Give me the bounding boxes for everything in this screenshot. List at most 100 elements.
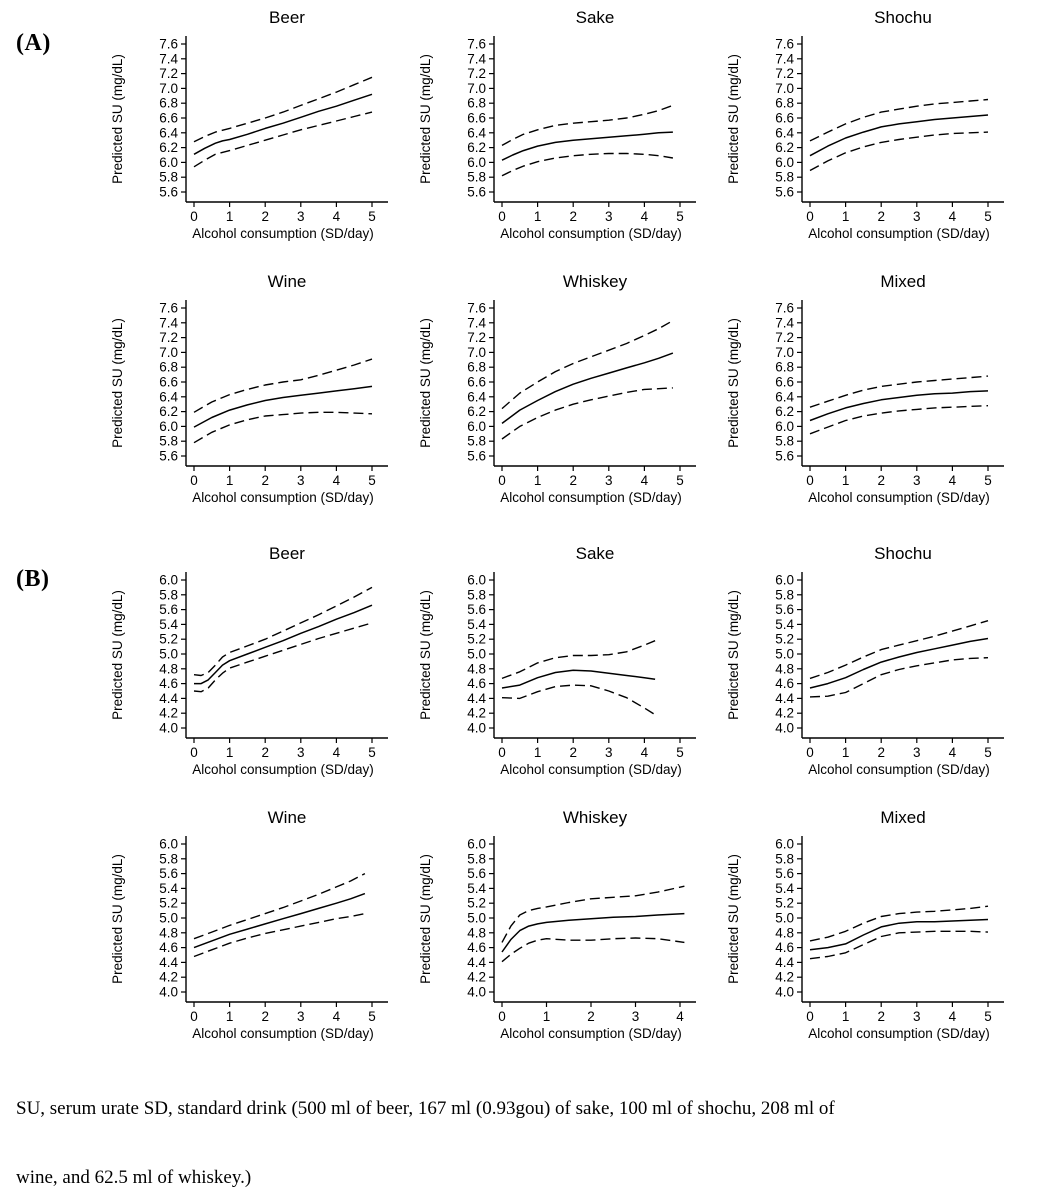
subplot-B-beer: Beer 4.0 4.2 4.4 4.6 4.8 5.0 5.2 5.4 5.6 5.8 6.0 0 1 2… bbox=[106, 542, 406, 794]
x-tick-label: 1 bbox=[534, 745, 542, 760]
x-tick-label: 4 bbox=[333, 1009, 341, 1024]
x-tick-label: 3 bbox=[913, 1009, 921, 1024]
y-tick-label: 5.8 bbox=[775, 587, 794, 602]
y-tick-label: 4.2 bbox=[159, 706, 178, 721]
chart-title: Shochu bbox=[874, 8, 932, 27]
x-tick-label: 3 bbox=[297, 209, 305, 224]
chart-A-shochu: Shochu 5.65.86.06.26.46.66.87.07.27.47.6 0… bbox=[726, 8, 1004, 241]
upper-ci-line bbox=[809, 98, 989, 142]
x-tick-label: 3 bbox=[605, 473, 613, 488]
x-tick-label: 5 bbox=[368, 473, 376, 488]
subplot-A-wine: Wine 5.6 5.8 6.0 6.2 6.4 6.6 6.8 7.0 7.2 7.4 7.6 0 1 2… bbox=[106, 270, 406, 522]
caption-line-1: SU, serum urate SD, standard drink (500 … bbox=[16, 1098, 835, 1119]
lower-ci-line bbox=[193, 912, 366, 958]
y-tick-label: 5.4 bbox=[775, 881, 794, 896]
x-tick-label: 0 bbox=[806, 209, 814, 224]
x-axis-label: Alcohol consumption (SD/day) bbox=[192, 1026, 374, 1041]
upper-ci-line bbox=[809, 375, 989, 408]
x-tick-label: 5 bbox=[676, 473, 684, 488]
y-tick-label: 4.0 bbox=[775, 985, 794, 1000]
x-tick-label: 0 bbox=[498, 473, 506, 488]
x-tick-label: 5 bbox=[676, 209, 684, 224]
x-axis-label: Alcohol consumption (SD/day) bbox=[500, 226, 682, 241]
subplot-A-sake: Sake 5.6 5.8 6.0 6.2 6.4 6.6 6.8 7.0 7.2 7.4 7.6 0 1 2… bbox=[414, 6, 714, 258]
y-tick-label: 7.0 bbox=[159, 345, 178, 360]
x-axis-label: Alcohol consumption (SD/day) bbox=[808, 762, 990, 777]
y-tick-label: 7.4 bbox=[775, 51, 794, 66]
y-tick-label: 5.0 bbox=[159, 911, 178, 926]
y-tick-label: 7.6 bbox=[775, 37, 794, 52]
y-tick-label: 6.4 bbox=[467, 125, 486, 140]
y-tick-label: 5.4 bbox=[467, 881, 486, 896]
x-tick-label: 1 bbox=[226, 473, 234, 488]
y-tick-label: 6.8 bbox=[159, 360, 178, 375]
y-tick-label: 6.0 bbox=[159, 573, 178, 588]
y-tick-label: 4.8 bbox=[467, 661, 486, 676]
x-axis-label: Alcohol consumption (SD/day) bbox=[500, 490, 682, 505]
y-tick-label: 5.4 bbox=[467, 617, 486, 632]
chart-title: Shochu bbox=[874, 544, 932, 563]
y-tick-label: 5.6 bbox=[775, 602, 794, 617]
y-tick-label: 5.0 bbox=[159, 647, 178, 662]
subplot-A-whiskey: Whiskey 5.6 5.8 6.0 6.2 6.4 6.6 6.8 7.0 7.2 7.4 7.6… bbox=[414, 270, 714, 522]
upper-ci-line bbox=[193, 358, 373, 413]
y-tick-label: 5.8 bbox=[159, 434, 178, 449]
chart-A-sake: Sake 5.65.86.06.26.46.66.87.07.27.47.6 0 1 2… bbox=[418, 8, 696, 241]
y-tick-label: 5.2 bbox=[159, 632, 178, 647]
y-tick-label: 7.0 bbox=[775, 345, 794, 360]
x-tick-label: 4 bbox=[333, 745, 341, 760]
y-tick-label: 6.2 bbox=[775, 140, 794, 155]
x-tick-label: 5 bbox=[368, 1009, 376, 1024]
lower-ci-line bbox=[193, 411, 373, 444]
x-tick-label: 1 bbox=[842, 1009, 850, 1024]
y-tick-label: 6.6 bbox=[775, 111, 794, 126]
y-tick-label: 4.2 bbox=[775, 970, 794, 985]
y-tick-label: 5.2 bbox=[159, 896, 178, 911]
chart-A-wine: Wine 5.65.86.06.26.46.66.87.07.27.47.6 0 1 2… bbox=[110, 272, 388, 505]
x-tick-label: 5 bbox=[368, 745, 376, 760]
y-tick-label: 6.4 bbox=[159, 125, 178, 140]
x-tick-label: 2 bbox=[877, 473, 885, 488]
y-tick-label: 4.8 bbox=[159, 661, 178, 676]
chart-B-sake: Sake 4.04.24.44.64.85.05.25.45.65.86.0 0 1 2… bbox=[418, 544, 696, 777]
y-tick-label: 6.2 bbox=[467, 140, 486, 155]
x-tick-label: 3 bbox=[605, 745, 613, 760]
x-tick-label: 5 bbox=[984, 745, 992, 760]
x-axis-label: Alcohol consumption (SD/day) bbox=[808, 226, 990, 241]
y-tick-label: 6.4 bbox=[467, 389, 486, 404]
x-tick-label: 2 bbox=[261, 209, 269, 224]
x-axis-label: Alcohol consumption (SD/day) bbox=[500, 762, 682, 777]
y-tick-label: 5.2 bbox=[775, 632, 794, 647]
predicted-line bbox=[193, 385, 373, 428]
y-axis-label: Predicted SU (mg/dL) bbox=[110, 854, 125, 984]
y-tick-label: 4.0 bbox=[467, 985, 486, 1000]
y-tick-label: 5.2 bbox=[775, 896, 794, 911]
x-tick-label: 1 bbox=[534, 209, 542, 224]
y-tick-label: 7.2 bbox=[159, 330, 178, 345]
panel-a-label: (A) bbox=[16, 30, 51, 56]
predicted-line bbox=[193, 93, 373, 155]
x-tick-label: 4 bbox=[949, 1009, 957, 1024]
y-tick-label: 5.6 bbox=[775, 185, 794, 200]
y-tick-label: 6.8 bbox=[159, 96, 178, 111]
y-axis-label: Predicted SU (mg/dL) bbox=[418, 318, 433, 448]
y-tick-label: 7.2 bbox=[467, 66, 486, 81]
y-tick-label: 4.2 bbox=[775, 706, 794, 721]
y-tick-label: 7.6 bbox=[467, 37, 486, 52]
y-tick-label: 5.8 bbox=[467, 170, 486, 185]
y-tick-label: 7.0 bbox=[467, 81, 486, 96]
y-tick-label: 6.0 bbox=[159, 419, 178, 434]
x-tick-label: 4 bbox=[949, 209, 957, 224]
lower-ci-line bbox=[501, 387, 673, 440]
y-tick-label: 5.0 bbox=[775, 647, 794, 662]
y-tick-label: 7.4 bbox=[775, 315, 794, 330]
y-axis-label: Predicted SU (mg/dL) bbox=[110, 54, 125, 184]
y-tick-label: 5.0 bbox=[775, 911, 794, 926]
x-tick-label: 2 bbox=[261, 1009, 269, 1024]
y-tick-label: 5.4 bbox=[159, 881, 178, 896]
y-tick-label: 4.0 bbox=[159, 721, 178, 736]
y-tick-label: 4.2 bbox=[159, 970, 178, 985]
y-tick-label: 5.6 bbox=[775, 449, 794, 464]
subplot-B-whiskey: Whiskey 4.0 4.2 4.4 4.6 4.8 5.0 5.2 5.4 5.6 5.8 6.0… bbox=[414, 806, 714, 1058]
